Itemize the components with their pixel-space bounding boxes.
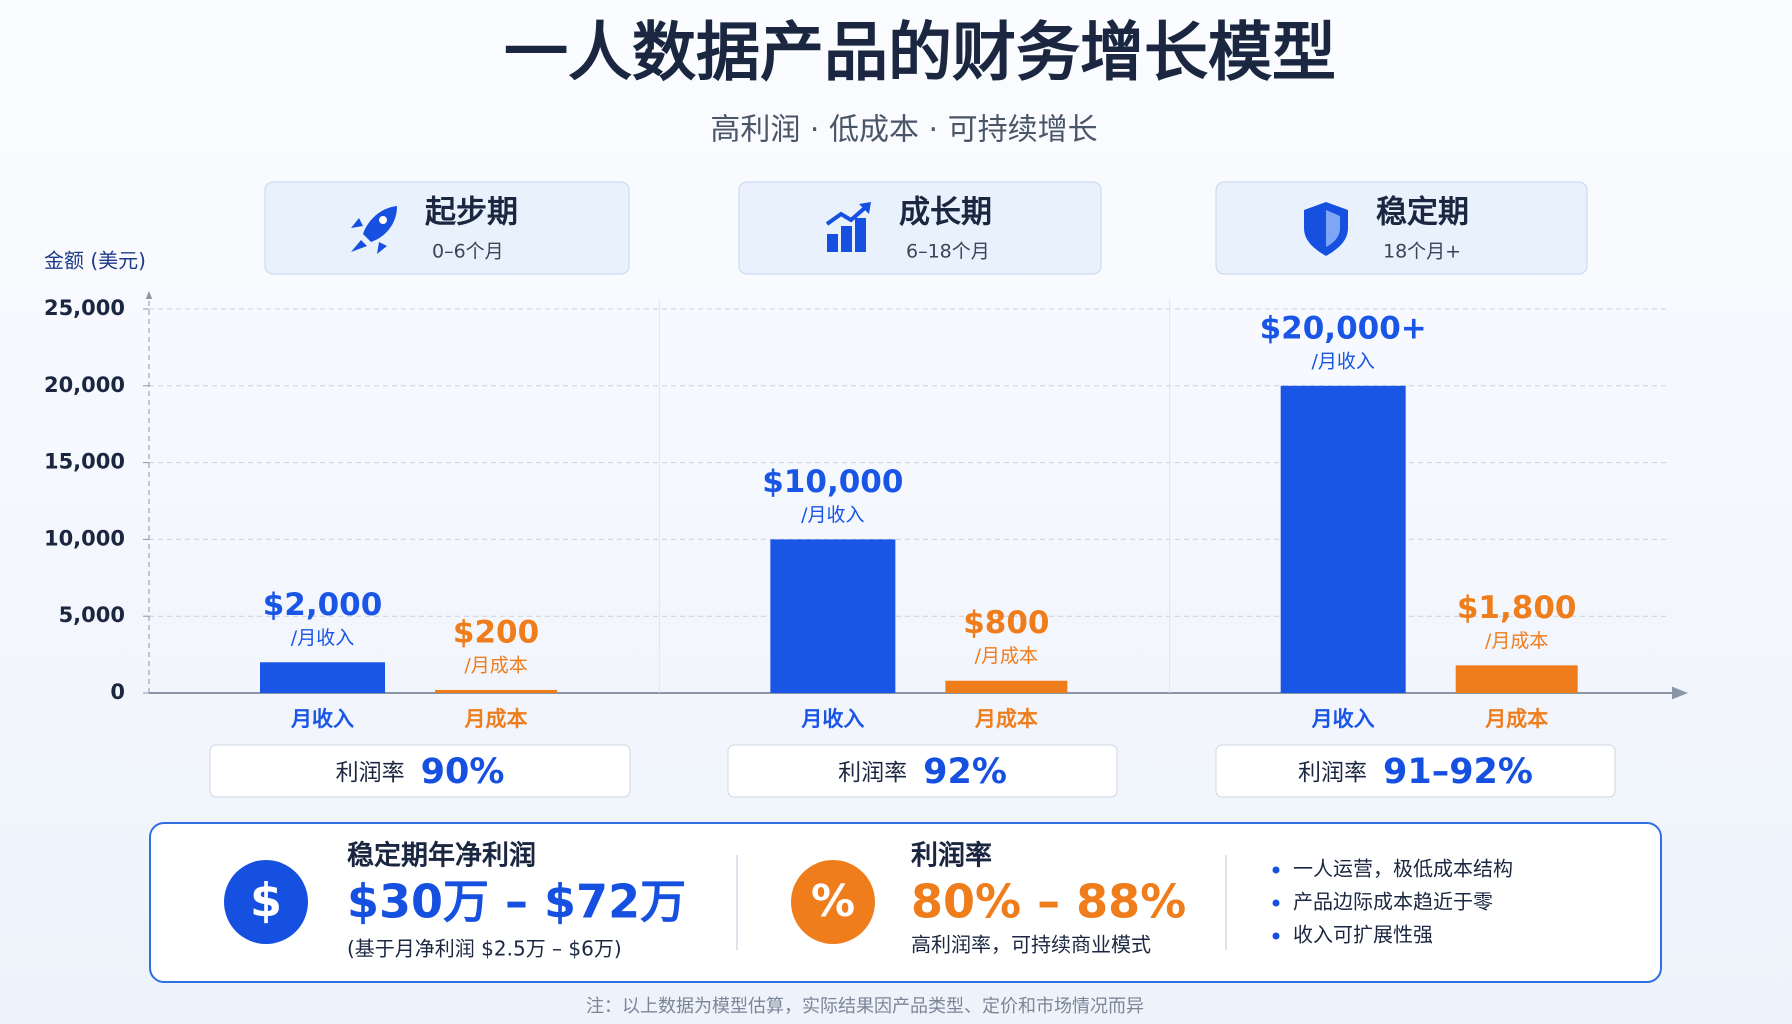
chart-icon-bar [841,226,852,252]
y-tick-label: 15,000 [44,450,125,474]
x-tick-label: 月收入 [1311,707,1375,731]
y-tick-label: 0 [110,680,125,704]
bullet-text: 一人运营，极低成本结构 [1293,857,1513,881]
margin-label: 利润率 [1298,760,1367,786]
profit-icon-glyph: $ [250,874,282,928]
margin-note: 高利润率，可持续商业模式 [911,933,1151,957]
margin-text: 利润率 92% [838,752,1007,792]
unit-label: /月收入 [1311,350,1374,372]
y-tick-label: 20,000 [44,373,125,397]
bullet-text: 产品边际成本趋近于零 [1293,890,1493,914]
phase-subtitle: 6–18个月 [906,241,990,263]
margin-value: 91–92% [1383,752,1533,792]
value-label: $10,000 [762,464,903,500]
profit-title: 稳定期年净利润 [347,840,536,872]
margin-box [727,744,1118,798]
margin-label: 利润率 [838,760,907,786]
margin-title: 利润率 [911,840,992,872]
bar [770,539,896,693]
bullet-text: 收入可扩展性强 [1293,923,1433,947]
value-label: $200 [453,614,539,650]
y-tick-label: 25,000 [44,296,125,320]
margin-value: 90% [421,752,505,792]
margin-text: 利润率 90% [336,752,505,792]
chart-icon-line [825,204,869,226]
chart-icon-arrow [859,202,871,214]
bar [945,680,1068,693]
summary-panel [149,822,1662,983]
phase-subtitle: 0–6个月 [432,241,504,263]
x-tick-label: 月成本 [974,707,1038,731]
phase-title: 起步期 [425,195,518,231]
profit-range: $30万 – $72万 [347,875,686,929]
unit-label: /月成本 [975,645,1038,667]
bar [1280,385,1406,693]
y-tick-label: 10,000 [44,526,125,550]
unit-label: /月收入 [291,627,354,649]
shield-icon-half [1326,210,1340,247]
phase-title: 稳定期 [1376,195,1469,231]
chart-icon-bar [855,218,866,252]
profit-note: (基于月净利润 $2.5万 – $6万) [347,937,622,961]
x-tick-label: 月收入 [290,707,354,731]
chart-title: 一人数据产品的财务增长模型 [504,17,1336,91]
unit-label: /月成本 [464,654,527,676]
value-label: $20,000+ [1260,310,1427,346]
margin-icon [791,860,875,944]
y-tick-label: 5,000 [59,603,125,627]
margin-label: 利润率 [336,760,405,786]
value-label: $1,800 [1457,590,1577,626]
phase-card [1215,181,1588,275]
profit-icon [224,860,308,944]
unit-label: /月成本 [1485,630,1548,652]
x-tick-label: 月成本 [1484,707,1548,731]
chart-subtitle: 高利润 · 低成本 · 可持续增长 [710,113,1097,148]
phase-subtitle: 18个月+ [1383,241,1461,263]
margin-range: 80% – 88% [911,875,1186,929]
bullet-dot [1272,899,1280,907]
bar [1455,665,1578,693]
unit-label: /月收入 [801,504,864,526]
phase-title: 成长期 [899,195,992,231]
x-tick-label: 月收入 [800,707,864,731]
margin-text: 利润率 91–92% [1298,752,1533,792]
footnote: 注：以上数据为模型估算，实际结果因产品类型、定价和市场情况而异 [586,996,1144,1017]
bullet-dot [1272,866,1280,874]
margin-box [209,744,631,798]
margin-icon-glyph: % [811,876,855,927]
plot: 0 5,000 10,000 15,000 20,000 25,000 $2,000/月收入… [44,291,1688,731]
bar [260,662,386,693]
rocket-window [379,216,387,224]
chart-icon-bar [827,234,838,252]
margin-box [1215,744,1616,798]
value-label: $800 [963,605,1049,641]
bar [435,689,558,693]
x-tick-label: 月成本 [464,707,528,731]
margin-value: 92% [923,752,1007,792]
bullet-dot [1272,932,1280,940]
phase-card [264,181,630,275]
value-label: $2,000 [263,587,383,623]
y-axis-label: 金额 (美元) [44,249,146,273]
